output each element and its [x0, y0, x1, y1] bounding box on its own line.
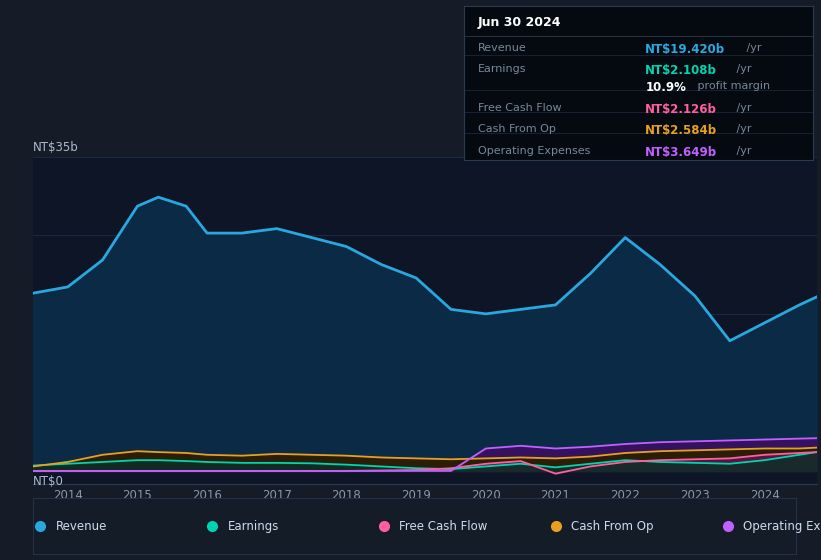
- Text: profit margin: profit margin: [695, 81, 770, 91]
- Text: NT$2.584b: NT$2.584b: [645, 124, 718, 137]
- Text: /yr: /yr: [733, 64, 752, 74]
- Text: /yr: /yr: [733, 146, 752, 156]
- Text: Free Cash Flow: Free Cash Flow: [399, 520, 488, 533]
- Text: NT$2.126b: NT$2.126b: [645, 102, 718, 115]
- Text: Revenue: Revenue: [56, 520, 107, 533]
- Text: NT$19.420b: NT$19.420b: [645, 43, 726, 55]
- Text: /yr: /yr: [743, 43, 762, 53]
- Text: Operating Expenses: Operating Expenses: [478, 146, 590, 156]
- Text: NT$0: NT$0: [33, 475, 64, 488]
- Text: Cash From Op: Cash From Op: [571, 520, 654, 533]
- Text: Revenue: Revenue: [478, 43, 526, 53]
- Text: NT$35b: NT$35b: [33, 141, 79, 154]
- Text: /yr: /yr: [733, 102, 752, 113]
- Text: Earnings: Earnings: [227, 520, 279, 533]
- Text: Jun 30 2024: Jun 30 2024: [478, 16, 562, 29]
- Text: NT$3.649b: NT$3.649b: [645, 146, 718, 158]
- Text: /yr: /yr: [733, 124, 752, 134]
- Text: Cash From Op: Cash From Op: [478, 124, 556, 134]
- Text: 10.9%: 10.9%: [645, 81, 686, 94]
- Text: Operating Expenses: Operating Expenses: [743, 520, 821, 533]
- Text: Earnings: Earnings: [478, 64, 526, 74]
- Text: Free Cash Flow: Free Cash Flow: [478, 102, 562, 113]
- Text: NT$2.108b: NT$2.108b: [645, 64, 718, 77]
